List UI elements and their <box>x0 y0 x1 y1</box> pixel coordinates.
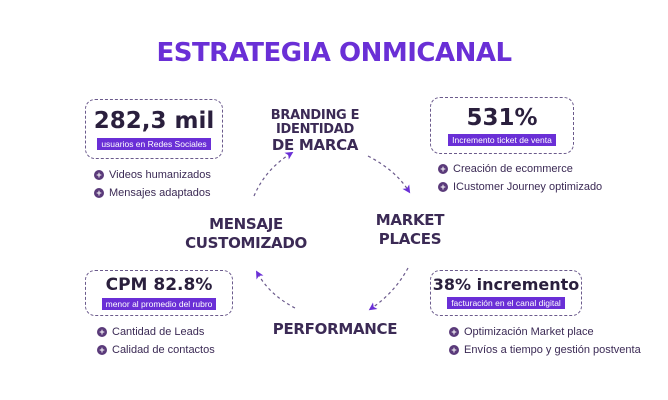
stat-box-cpm: CPM 82.8% menor al promedio del rubro <box>85 270 233 316</box>
bullet-list-facturacion: + Optimización Market place + Envíos a tie… <box>449 323 641 359</box>
stage-mensaje: MENSAJE CUSTOMIZADO <box>176 215 316 252</box>
list-item-label: Videos humanizados <box>109 169 211 181</box>
plus-circle-icon: + <box>97 327 107 337</box>
arrow-branding-to-market <box>367 155 411 194</box>
stage-market-line2: PLACES <box>378 229 442 248</box>
list-item: + Cantidad de Leads <box>97 323 215 341</box>
arrow-market-to-performance <box>368 267 409 311</box>
stage-mensaje-line2: CUSTOMIZADO <box>185 233 307 252</box>
arrow-mensaje-to-branding <box>253 151 294 197</box>
list-item-label: Creación de ecommerce <box>453 163 573 175</box>
list-item: + ICustomer Journey optimizado <box>438 178 602 196</box>
stat-box-social: 282,3 mil usuarios en Redes Sociales <box>85 99 223 159</box>
stat-box-ticket: 531% Incremento ticket de venta <box>430 97 574 154</box>
list-item-label: ICustomer Journey optimizado <box>453 181 603 193</box>
stat-value-ticket: 531% <box>466 105 538 131</box>
stat-value-cpm: CPM 82.8% <box>105 275 213 295</box>
list-item: + Creación de ecommerce <box>438 160 602 178</box>
list-item: + Mensajes adaptados <box>94 184 211 202</box>
stat-box-facturacion: 38% incremento facturación en el canal d… <box>430 270 582 316</box>
list-item: + Optimización Market place <box>449 323 641 341</box>
stage-mensaje-line1: MENSAJE <box>209 215 283 233</box>
plus-circle-icon: + <box>449 327 459 337</box>
plus-circle-icon: + <box>94 170 104 180</box>
stage-branding-line1: BRANDING E IDENTIDAD <box>270 108 360 137</box>
list-item: + Calidad de contactos <box>97 341 215 359</box>
plus-circle-icon: + <box>438 182 448 192</box>
stage-branding-line2: DE MARCA <box>271 136 359 155</box>
stage-market-line1: MARKET <box>375 211 445 229</box>
arrow-performance-to-mensaje <box>256 270 296 309</box>
list-item-label: Envíos a tiempo y gestión postventa <box>464 344 641 356</box>
plus-circle-icon: + <box>449 345 459 355</box>
stat-label-facturacion: facturación en el canal digital <box>447 297 565 309</box>
stat-label-social: usuarios en Redes Sociales <box>97 138 211 150</box>
page-title: ESTRATEGIA ONMICANAL <box>156 38 512 68</box>
bullet-list-branding: + Videos humanizados + Mensajes adaptados <box>94 166 211 202</box>
stage-market: MARKET PLACES <box>360 211 460 248</box>
plus-circle-icon: + <box>97 345 107 355</box>
stage-performance: PERFORMANCE <box>272 320 398 338</box>
plus-circle-icon: + <box>438 164 448 174</box>
list-item-label: Mensajes adaptados <box>109 187 211 199</box>
bullet-list-performance: + Cantidad de Leads + Calidad de contactos <box>97 323 215 359</box>
list-item-label: Cantidad de Leads <box>112 326 205 338</box>
plus-circle-icon: + <box>94 188 104 198</box>
stage-branding: BRANDING E IDENTIDAD DE MARCA <box>230 109 400 154</box>
stat-value-facturacion: 38% incremento <box>432 275 580 294</box>
list-item: + Videos humanizados <box>94 166 211 184</box>
list-item-label: Optimización Market place <box>464 326 594 338</box>
bullet-list-market: + Creación de ecommerce + ICustomer Journe… <box>438 160 602 196</box>
stat-label-cpm: menor al promedio del rubro <box>101 298 217 310</box>
list-item: + Envíos a tiempo y gestión postventa <box>449 341 641 359</box>
stat-value-social: 282,3 mil <box>93 108 215 134</box>
list-item-label: Calidad de contactos <box>112 344 215 356</box>
stat-label-ticket: Incremento ticket de venta <box>448 134 556 146</box>
